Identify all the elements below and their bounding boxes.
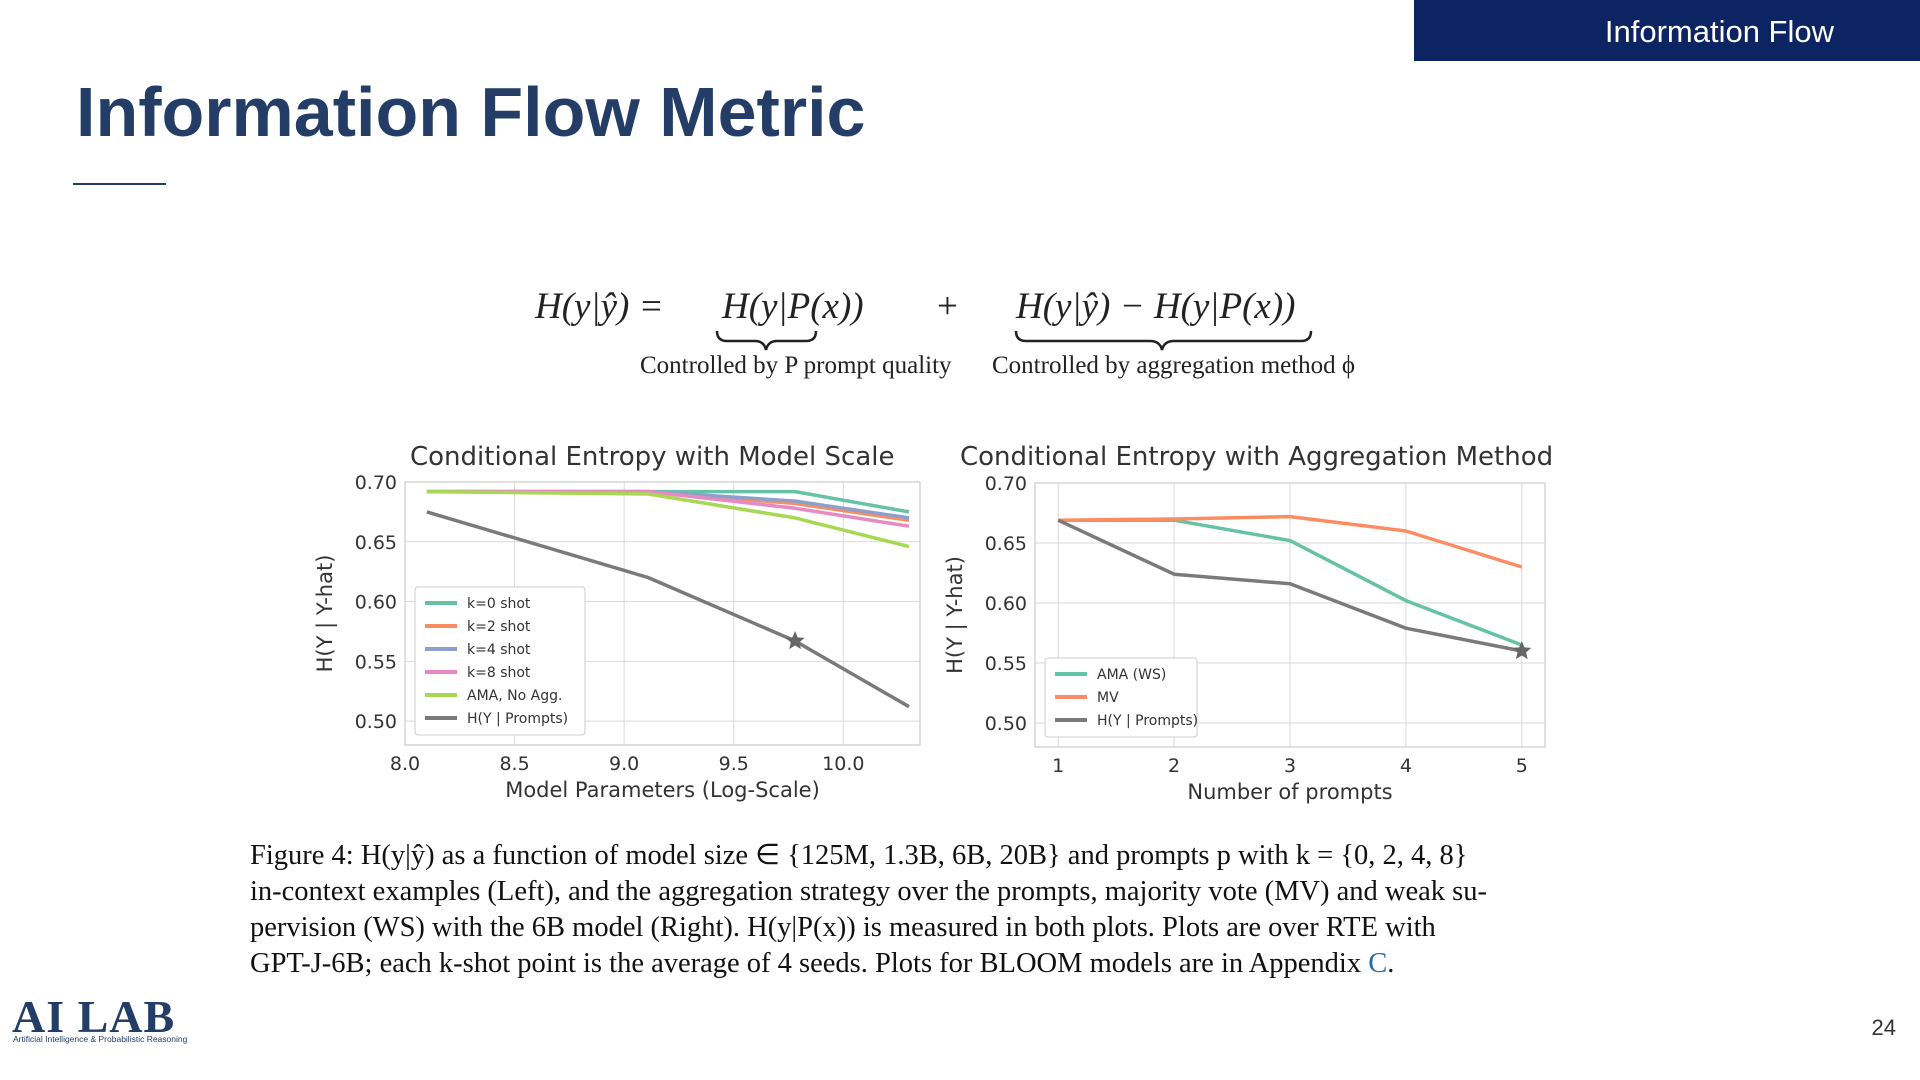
caption-line-2: in-context examples (Left), and the aggr… <box>250 876 1487 907</box>
chart-aggregation: 1 2 3 4 5 0.50 0.55 0.60 0.65 0.70 Conditional Ent… <box>940 425 1610 820</box>
y-tick-label: 0.60 <box>985 593 1027 615</box>
series-line <box>426 489 910 549</box>
plot-frame <box>404 481 921 746</box>
y-tick-label: 0.65 <box>985 533 1027 555</box>
y-tick-label: 0.50 <box>355 711 397 733</box>
section-banner: Information Flow <box>1414 0 1920 61</box>
x-tick-label: 3 <box>1284 755 1296 777</box>
equation-plus: + <box>937 286 958 327</box>
figure-caption: Figure 4: H(y|ŷ) as a function of model … <box>250 838 1678 982</box>
equation-term1: H(y|P(x)) <box>722 286 864 327</box>
y-tick-label: 0.70 <box>355 472 397 494</box>
model-scale-plot: 8.0 8.5 9.0 9.5 10.0 0.50 0.55 0.60 0.65 0.70 Cond… <box>313 442 921 802</box>
series-line <box>1058 514 1523 569</box>
legend-label: k=8 shot <box>467 665 531 681</box>
x-tick-label: 9.0 <box>609 753 639 775</box>
equation-braces <box>715 330 1313 351</box>
slide-title: Information Flow Metric <box>76 73 866 151</box>
caption-line-1: Figure 4: H(y|ŷ) as a function of model … <box>250 840 1468 871</box>
series-line <box>426 510 910 709</box>
star-marker <box>1512 641 1532 660</box>
legend-label: H(Y | Prompts) <box>1097 713 1198 729</box>
legend-box <box>414 586 586 736</box>
y-tick-label: 0.60 <box>355 592 397 614</box>
logo-subtitle: Artificial Intelligence & Probabilistic … <box>13 1034 188 1044</box>
x-axis-label: Model Parameters (Log-Scale) <box>505 778 820 802</box>
x-tick-label: 9.5 <box>719 753 749 775</box>
title-underline <box>73 183 166 185</box>
entropy-equation: H(y|ŷ) = H(y|P(x)) + H(y|ŷ) − H(y|P(x)) … <box>500 275 1400 395</box>
brace-left <box>715 330 818 351</box>
brace-right <box>1014 330 1313 351</box>
caption-line-4: GPT-J-6B; each k-shot point is the avera… <box>250 946 1678 982</box>
caption-line-4-text: GPT-J-6B; each k-shot point is the avera… <box>250 948 1362 979</box>
logo-wordmark: AI LAB <box>12 991 176 1042</box>
y-axis-label: H(Y | Y-hat) <box>943 556 968 674</box>
label-prompt-quality: Controlled by P prompt quality <box>640 352 952 379</box>
caption-end: . <box>1387 948 1395 979</box>
x-tick-label: 1 <box>1052 755 1064 777</box>
plot-frame <box>1034 482 1546 748</box>
series-line <box>1057 518 1523 653</box>
legend-label: k=2 shot <box>467 619 531 635</box>
star-marker <box>785 631 805 650</box>
page-number: 24 <box>1871 1015 1896 1040</box>
appendix-link[interactable]: C <box>1368 948 1388 979</box>
equation-lhs: H(y|ŷ) = <box>535 286 664 327</box>
y-axis-label: H(Y | Y-hat) <box>313 555 338 673</box>
y-tick-label: 0.50 <box>985 713 1027 735</box>
caption-line-3: pervision (WS) with the 6B model (Right)… <box>250 912 1436 943</box>
equation-term2: H(y|ŷ) − H(y|P(x)) <box>1016 286 1296 327</box>
x-tick-label: 8.0 <box>390 753 420 775</box>
y-tick-label: 0.55 <box>355 651 397 673</box>
y-tick-label: 0.55 <box>985 653 1027 675</box>
chart-title: Conditional Entropy with Model Scale <box>410 442 894 472</box>
section-label: Information Flow <box>1604 14 1834 49</box>
legend-box <box>1044 657 1198 738</box>
y-tick-label: 0.70 <box>985 473 1027 495</box>
y-tick-label: 0.65 <box>355 532 397 554</box>
x-tick-label: 4 <box>1400 755 1412 777</box>
x-tick-label: 10.0 <box>822 753 864 775</box>
label-aggregation: Controlled by aggregation method ϕ <box>992 352 1356 379</box>
ailab-logo: AI LAB Artificial Intelligence & Probabi… <box>12 990 202 1046</box>
legend-label: k=4 shot <box>467 642 531 658</box>
x-tick-label: 5 <box>1516 755 1528 777</box>
chart-model-scale: 8.0 8.5 9.0 9.5 10.0 0.50 0.55 0.60 0.65 0.70 Cond… <box>310 425 930 820</box>
legend-label: AMA, No Agg. <box>467 688 562 704</box>
legend-label: AMA (WS) <box>1097 667 1166 683</box>
legend-label: k=0 shot <box>467 596 531 612</box>
x-tick-label: 2 <box>1168 755 1180 777</box>
x-tick-label: 8.5 <box>499 753 529 775</box>
x-axis-label: Number of prompts <box>1187 780 1392 804</box>
chart-title: Conditional Entropy with Aggregation Met… <box>960 442 1553 472</box>
legend-label: MV <box>1097 690 1119 706</box>
legend-label: H(Y | Prompts) <box>467 711 568 727</box>
